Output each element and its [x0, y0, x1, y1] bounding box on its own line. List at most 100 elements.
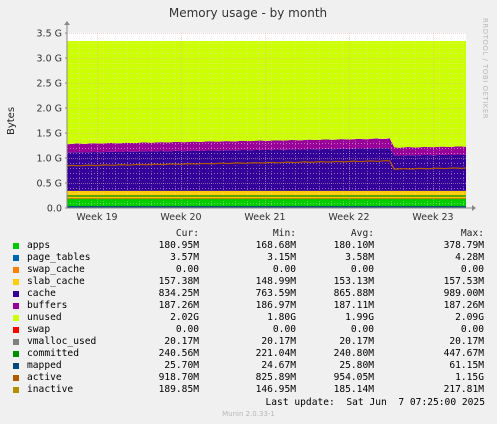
line-active — [66, 160, 467, 170]
legend-name: apps — [27, 240, 51, 251]
legend-swatch — [13, 279, 19, 285]
legend-avg: 25.80M — [339, 360, 374, 371]
legend-cur: 20.17M — [164, 336, 199, 347]
legend-max: 187.26M — [443, 300, 484, 311]
legend-name: cache — [27, 288, 56, 299]
legend-name: slab_cache — [27, 276, 85, 287]
legend-header-avg: Avg: — [350, 228, 374, 239]
y-tick-label: 1.0 G — [37, 154, 63, 165]
legend-min: 148.99M — [255, 276, 296, 287]
legend-row-cache: cache 834.25M 763.59M 865.88M 989.00M — [0, 288, 497, 300]
legend-row-committed: committed 240.56M 221.04M 240.80M 447.67M — [0, 348, 497, 360]
legend-max: 0.00 — [460, 264, 484, 275]
area-cache — [67, 148, 466, 191]
legend-avg: 0.00 — [350, 324, 374, 335]
legend-max: 61.15M — [449, 360, 484, 371]
legend-cur: 187.26M — [158, 300, 199, 311]
y-tick-label: 1.5 G — [37, 129, 63, 140]
legend-max: 447.67M — [443, 348, 484, 359]
x-axis-arrow — [472, 205, 476, 211]
legend-name: swap_cache — [27, 264, 85, 275]
legend-row-slab-cache: slab_cache 157.38M 148.99M 153.13M 157.53M — [0, 276, 497, 288]
legend-name: vmalloc_used — [27, 336, 97, 347]
y-tick-label: 2.5 G — [37, 79, 63, 90]
x-tick-label: Week 20 — [160, 212, 201, 223]
legend-avg: 153.13M — [333, 276, 374, 287]
y-axis-arrow — [64, 21, 70, 25]
legend-cur: 3.57M — [170, 252, 199, 263]
legend-row-page-tables: page_tables 3.57M 3.15M 3.58M 4.28M — [0, 252, 497, 264]
legend-avg: 865.88M — [333, 288, 374, 299]
legend-min: 24.67M — [261, 360, 296, 371]
legend-header-max: Max: — [460, 228, 484, 239]
legend-cur: 180.95M — [158, 240, 199, 251]
legend-name: mapped — [27, 360, 62, 371]
y-tick-label: 3.5 G — [37, 29, 63, 40]
series-layer — [67, 41, 466, 208]
legend-min: 20.17M — [261, 336, 296, 347]
y-axis-label: Bytes — [6, 107, 17, 135]
y-tick-label: 3.0 G — [37, 54, 63, 65]
legend-cur: 240.56M — [158, 348, 199, 359]
legend-max: 378.79M — [443, 240, 484, 251]
legend-row-mapped: mapped 25.70M 24.67M 25.80M 61.15M — [0, 360, 497, 372]
legend-swatch — [13, 315, 19, 321]
legend-max: 0.00 — [460, 324, 484, 335]
legend-max: 4.28M — [455, 252, 484, 263]
munin-version: Munin 2.0.33-1 — [222, 410, 275, 418]
area-buffers — [67, 138, 466, 156]
legend-row-active: active 918.70M 825.89M 954.05M 1.15G — [0, 372, 497, 384]
legend-row-unused: unused 2.02G 1.80G 1.99G 2.09G — [0, 312, 497, 324]
legend-max: 157.53M — [443, 276, 484, 287]
legend-avg: 20.17M — [339, 336, 374, 347]
legend-name: active — [27, 372, 62, 383]
legend-max: 20.17M — [449, 336, 484, 347]
legend-max: 217.81M — [443, 384, 484, 395]
legend-name: unused — [27, 312, 62, 323]
x-tick-label: Week 23 — [412, 212, 453, 223]
legend-swatch — [13, 327, 19, 333]
legend-max: 989.00M — [443, 288, 484, 299]
legend-name: committed — [27, 348, 79, 359]
legend-min: 186.97M — [255, 300, 296, 311]
axis-layer: 0.0 0.5 G 1.0 G 1.5 G 2.0 G 2.5 G 3.0 G 3.5 G We… — [37, 21, 476, 223]
legend-swatch — [13, 267, 19, 273]
legend-min: 3.15M — [267, 252, 296, 263]
legend-cur: 0.00 — [175, 264, 199, 275]
legend-avg: 954.05M — [333, 372, 374, 383]
legend-min: 1.80G — [267, 312, 296, 323]
legend-min: 146.95M — [255, 384, 296, 395]
legend-row-apps: apps 180.95M 168.68M 180.10M 378.79M — [0, 240, 497, 252]
legend-swatch — [13, 339, 19, 345]
legend-row-vmalloc-used: vmalloc_used 20.17M 20.17M 20.17M 20.17M — [0, 336, 497, 348]
legend-avg: 187.11M — [333, 300, 374, 311]
legend-cur: 189.85M — [158, 384, 199, 395]
y-tick-label: 0.0 — [47, 204, 62, 215]
legend-row-inactive: inactive 189.85M 146.95M 185.14M 217.81M — [0, 384, 497, 396]
legend-max: 1.15G — [455, 372, 484, 383]
legend-cur: 25.70M — [164, 360, 199, 371]
chart-title: Memory usage - by month — [169, 6, 327, 20]
last-update: Last update: Sat Jun 7 07:25:00 2025 — [265, 397, 486, 408]
memory-usage-chart: Memory usage - by month Bytes 0.0 0.5 G 1.… — [6, 6, 476, 223]
legend-cur: 2.02G — [170, 312, 199, 323]
line-series-layer — [66, 160, 467, 208]
legend-swatch — [13, 303, 19, 309]
x-tick-label: Week 22 — [328, 212, 369, 223]
legend-header-cur: Cur: — [175, 228, 199, 239]
legend-min: 221.04M — [255, 348, 296, 359]
legend-swatch — [13, 255, 19, 261]
y-tick-label: 0.5 G — [37, 179, 63, 190]
legend-header: Cur: Min: Avg: Max: — [0, 228, 497, 240]
legend-cur: 918.70M — [158, 372, 199, 383]
legend-row-swap-cache: swap_cache 0.00 0.00 0.00 0.00 — [0, 264, 497, 276]
legend-avg: 1.99G — [345, 312, 374, 323]
legend-name: buffers — [27, 300, 68, 311]
x-tick-label: Week 21 — [244, 212, 285, 223]
legend-row-buffers: buffers 187.26M 186.97M 187.11M 187.26M — [0, 300, 497, 312]
legend-avg: 3.58M — [345, 252, 374, 263]
x-tick-label: Week 19 — [76, 212, 117, 223]
legend-swatch — [13, 243, 19, 249]
legend-max: 2.09G — [455, 312, 484, 323]
